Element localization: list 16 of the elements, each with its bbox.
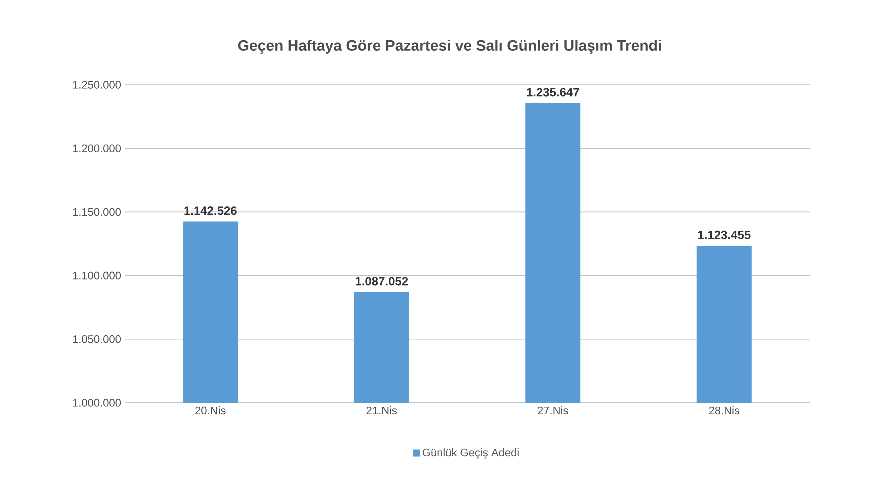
chart-title: Geçen Haftaya Göre Pazartesi ve Salı Günleri Ulaşım Trendi	[238, 40, 662, 54]
data-label: 1.142.526	[184, 206, 237, 216]
data-label: 1.087.052	[356, 277, 408, 286]
x-tick-label: 20.Nis	[196, 406, 226, 415]
data-label: 1.123.455	[698, 230, 751, 240]
data-label: 1.235.647	[527, 88, 580, 97]
y-tick-label: 1.050.000	[73, 336, 122, 344]
y-tick-label: 1.250.000	[73, 81, 122, 89]
x-tick-label: 21.Nis	[366, 406, 398, 415]
y-tick-label: 1.000.000	[73, 399, 122, 407]
legend-label: Günlük Geçiş Adedi	[422, 448, 519, 459]
x-tick-label: 28.Nis	[709, 406, 740, 415]
y-tick-label: 1.150.000	[73, 208, 122, 216]
x-tick-label: 27.Nis	[538, 406, 568, 415]
y-tick-label: 1.200.000	[73, 144, 122, 152]
y-tick-label: 1.100.000	[73, 272, 122, 280]
